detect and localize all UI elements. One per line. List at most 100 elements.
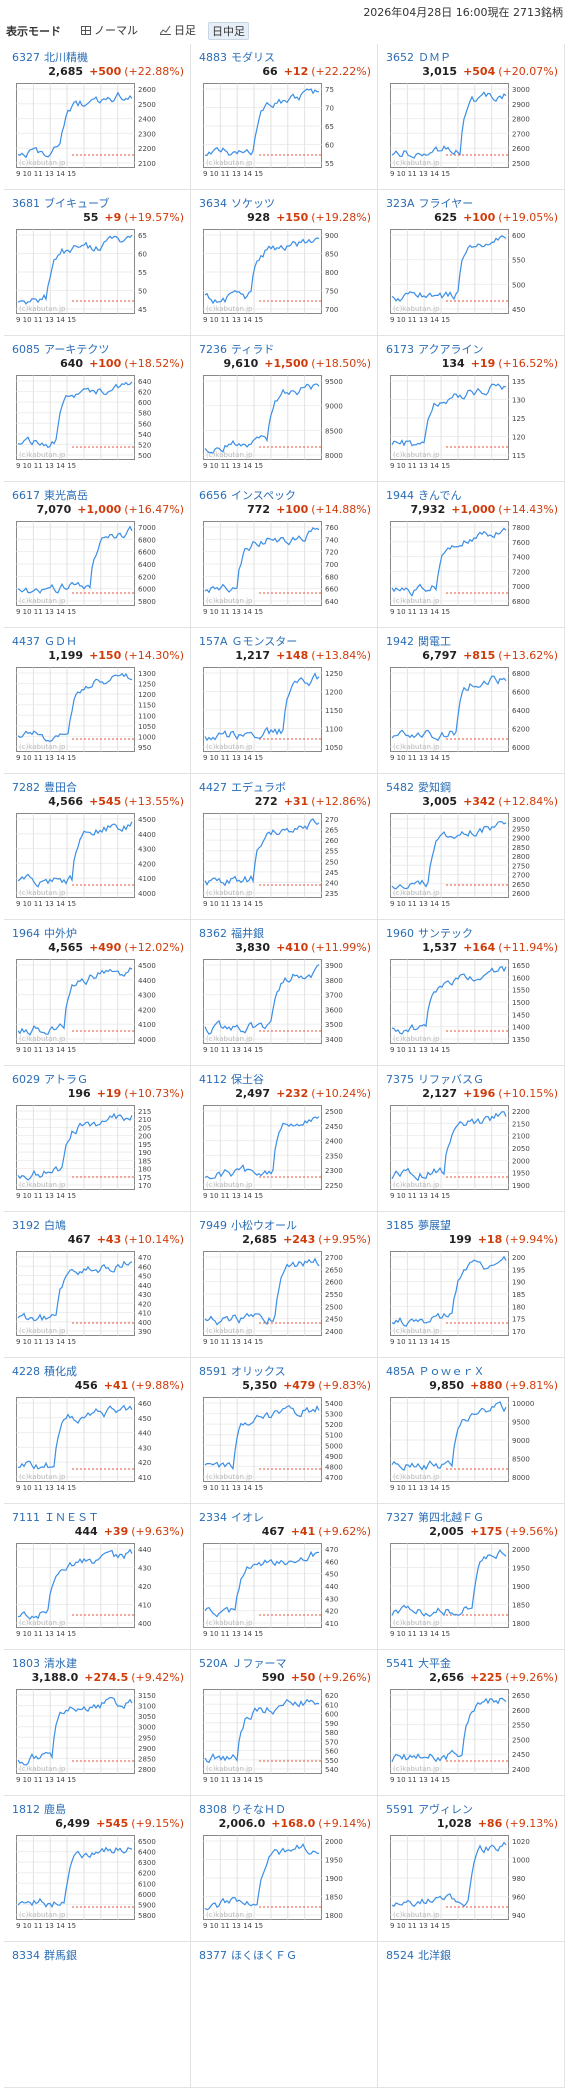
- stock-code-link[interactable]: 3681: [12, 197, 40, 210]
- intraday-chart[interactable]: 3900 3800 3700 3600 3500 3400 (c)kabutan.jp 9 1…: [203, 959, 363, 1057]
- intraday-chart[interactable]: 135 130 125 120 115 (c)kabutan.jp 9 10 11 13 1…: [390, 375, 550, 473]
- stock-name-link[interactable]: 愛知鋼: [418, 781, 451, 794]
- stock-name-link[interactable]: 北川精機: [44, 51, 88, 64]
- stock-name-link[interactable]: 白鳩: [44, 1219, 66, 1232]
- intraday-chart[interactable]: 2700 2650 2600 2550 2500 2450 2400 (c)kabutan.j…: [203, 1251, 363, 1349]
- stock-card[interactable]: 3185 夢展望 199 +18 (+9.94%) 200 195 190 185 180 175 1…: [378, 1212, 565, 1358]
- stock-card[interactable]: 7375 リファバスＧ 2,127 +196 (+10.15%) 2200 2150 2100…: [378, 1066, 565, 1212]
- stock-card[interactable]: 4883 モダリス 66 +12 (+22.22%) 75 70 65 60 55 (c)kabut…: [191, 44, 378, 190]
- stock-name-link[interactable]: アヴィレン: [418, 1803, 473, 1816]
- intraday-chart[interactable]: 1650 1600 1550 1500 1450 1400 1350 (c)kabutan.j…: [390, 959, 550, 1057]
- stock-code-link[interactable]: 8362: [199, 927, 227, 940]
- stock-name-link[interactable]: ほくほくＦＧ: [231, 1949, 297, 1962]
- stock-name-link[interactable]: 福井銀: [231, 927, 264, 940]
- intraday-chart[interactable]: 620 610 600 590 580 570 560 550 540 (c)kabutan.jp…: [203, 1689, 363, 1787]
- stock-code-link[interactable]: 6617: [12, 489, 40, 502]
- stock-name-link[interactable]: 大平金: [418, 1657, 451, 1670]
- mode-intraday-button[interactable]: 日中足: [208, 22, 249, 40]
- stock-code-link[interactable]: 7327: [386, 1511, 414, 1524]
- stock-code-link[interactable]: 6173: [386, 343, 414, 356]
- stock-card[interactable]: 4228 積化成 456 +41 (+9.88%) 460 450 440 430 420 410 (…: [4, 1358, 191, 1504]
- stock-code-link[interactable]: 485A: [386, 1365, 415, 1378]
- stock-code-link[interactable]: 1942: [386, 635, 414, 648]
- intraday-chart[interactable]: 1300 1250 1200 1150 1100 1050 1000 950 (c)kabuta…: [16, 667, 176, 765]
- stock-card[interactable]: 5591 アヴィレン 1,028 +86 (+9.13%) 1020 1000 980 960 9…: [378, 1796, 565, 1942]
- stock-card[interactable]: 1803 清水建 3,188.0 +274.5 (+9.42%) 3150 3100 3050…: [4, 1650, 191, 1796]
- stock-name-link[interactable]: モダリス: [231, 51, 275, 64]
- stock-card[interactable]: 1964 中外炉 4,565 +490 (+12.02%) 4500 4400 4300 420…: [4, 920, 191, 1066]
- intraday-chart[interactable]: 3000 2900 2800 2700 2600 2500 (c)kabutan.jp 9 1…: [390, 83, 550, 181]
- stock-code-link[interactable]: 7282: [12, 781, 40, 794]
- stock-code-link[interactable]: 8308: [199, 1803, 227, 1816]
- stock-code-link[interactable]: 4427: [199, 781, 227, 794]
- stock-code-link[interactable]: 3652: [386, 51, 414, 64]
- intraday-chart[interactable]: 460 450 440 430 420 410 (c)kabutan.jp 9 10 11 1…: [16, 1397, 176, 1495]
- stock-name-link[interactable]: Ｇモンスター: [231, 635, 298, 648]
- stock-code-link[interactable]: 8591: [199, 1365, 227, 1378]
- intraday-chart[interactable]: 600 550 500 450 (c)kabutan.jp 9 10 11 13 14 1…: [390, 229, 550, 327]
- stock-code-link[interactable]: 520A: [199, 1657, 228, 1670]
- stock-code-link[interactable]: 4883: [199, 51, 227, 64]
- stock-name-link[interactable]: 小松ウオール: [231, 1219, 297, 1232]
- intraday-chart[interactable]: 6800 6600 6400 6200 6000 (c)kabutan.jp 9 10 11…: [390, 667, 550, 765]
- stock-card[interactable]: 520A Ｊファーマ 590 +50 (+9.26%) 620 610 600 590 580 57…: [191, 1650, 378, 1796]
- stock-name-link[interactable]: ＰｏｗｅｒＸ: [418, 1365, 485, 1378]
- intraday-chart[interactable]: 4500 4400 4300 4200 4100 4000 (c)kabutan.jp 9 1…: [16, 959, 176, 1057]
- stock-name-link[interactable]: ＩＮＥＳＴ: [44, 1511, 99, 1524]
- intraday-chart[interactable]: 5400 5300 5200 5100 5000 4900 4800 4700 (c)kabut…: [203, 1397, 363, 1495]
- stock-card[interactable]: 8591 オリックス 5,350 +479 (+9.83%) 5400 5300 5200 51…: [191, 1358, 378, 1504]
- intraday-chart[interactable]: 200 195 190 185 180 175 170 (c)kabutan.jp 9 10 1…: [390, 1251, 550, 1349]
- stock-code-link[interactable]: 1944: [386, 489, 414, 502]
- stock-code-link[interactable]: 6656: [199, 489, 227, 502]
- stock-card[interactable]: 7236 ティラド 9,610 +1,500 (+18.50%) 9500 9000 8500…: [191, 336, 378, 482]
- stock-name-link[interactable]: フライヤー: [418, 197, 474, 210]
- stock-code-link[interactable]: 5591: [386, 1803, 414, 1816]
- stock-code-link[interactable]: 2334: [199, 1511, 227, 1524]
- stock-card[interactable]: 5541 大平金 2,656 +225 (+9.26%) 2650 2600 2550 2500…: [378, 1650, 565, 1796]
- stock-name-link[interactable]: エデュラボ: [231, 781, 286, 794]
- mode-normal-button[interactable]: ノーマル: [78, 22, 141, 38]
- stock-card[interactable]: 6173 アクアライン 134 +19 (+16.52%) 135 130 125 120 115…: [378, 336, 565, 482]
- stock-name-link[interactable]: 第四北越ＦＧ: [418, 1511, 484, 1524]
- intraday-chart[interactable]: 2600 2500 2400 2300 2200 2100 (c)kabutan.jp 9 1…: [16, 83, 176, 181]
- stock-card[interactable]: 7327 第四北越ＦＧ 2,005 +175 (+9.56%) 2000 1950 1900 1…: [378, 1504, 565, 1650]
- intraday-chart[interactable]: 1250 1200 1150 1100 1050 (c)kabutan.jp 9 10 11…: [203, 667, 363, 765]
- stock-card[interactable]: 7282 豊田合 4,566 +545 (+13.55%) 4500 4400 4300 420…: [4, 774, 191, 920]
- stock-name-link[interactable]: 北洋銀: [418, 1949, 451, 1962]
- stock-card[interactable]: 6085 アーキテクツ 640 +100 (+18.52%) 640 620 600 580 56…: [4, 336, 191, 482]
- stock-name-link[interactable]: 清水建: [44, 1657, 77, 1670]
- stock-code-link[interactable]: 7111: [12, 1511, 40, 1524]
- intraday-chart[interactable]: 760 740 720 700 680 660 640 (c)kabutan.jp 9 10 1…: [203, 521, 363, 619]
- intraday-chart[interactable]: 9500 9000 8500 8000 (c)kabutan.jp 9 10 11 13 …: [203, 375, 363, 473]
- stock-name-link[interactable]: 群馬銀: [44, 1949, 77, 1962]
- stock-name-link[interactable]: ブイキューブ: [44, 197, 110, 210]
- stock-code-link[interactable]: 5541: [386, 1657, 414, 1670]
- intraday-chart[interactable]: 440 430 420 410 400 (c)kabutan.jp 9 10 11 13 1…: [16, 1543, 176, 1641]
- stock-card[interactable]: 4437 ＧＤＨ 1,199 +150 (+14.30%) 1300 1250 1200 115…: [4, 628, 191, 774]
- stock-code-link[interactable]: 7375: [386, 1073, 414, 1086]
- stock-card[interactable]: 3652 ＤＭＰ 3,015 +504 (+20.07%) 3000 2900 2800 270…: [378, 44, 565, 190]
- stock-card[interactable]: 6327 北川精機 2,685 +500 (+22.88%) 2600 2500 2400 23…: [4, 44, 191, 190]
- stock-name-link[interactable]: リファバスＧ: [418, 1073, 484, 1086]
- stock-code-link[interactable]: 1812: [12, 1803, 40, 1816]
- stock-code-link[interactable]: 4437: [12, 635, 40, 648]
- stock-code-link[interactable]: 3634: [199, 197, 227, 210]
- stock-card[interactable]: 3681 ブイキューブ 55 +9 (+19.57%) 65 60 55 50 45 (c)kabu…: [4, 190, 191, 336]
- stock-name-link[interactable]: アトラＧ: [44, 1073, 88, 1086]
- stock-code-link[interactable]: 8377: [199, 1949, 227, 1962]
- stock-code-link[interactable]: 8334: [12, 1949, 40, 1962]
- stock-card[interactable]: 2334 イオレ 467 +41 (+9.62%) 470 460 450 440 430 420 4…: [191, 1504, 378, 1650]
- stock-name-link[interactable]: ＧＤＨ: [44, 635, 77, 648]
- stock-name-link[interactable]: インスペック: [231, 489, 297, 502]
- stock-code-link[interactable]: 1960: [386, 927, 414, 940]
- stock-card[interactable]: 6029 アトラＧ 196 +19 (+10.73%) 215 210 205 200 195 19…: [4, 1066, 191, 1212]
- stock-name-link[interactable]: 積化成: [44, 1365, 77, 1378]
- intraday-chart[interactable]: 2000 1950 1900 1850 1800 (c)kabutan.jp 9 10 11…: [390, 1543, 550, 1641]
- stock-code-link[interactable]: 8524: [386, 1949, 414, 1962]
- stock-card[interactable]: 6656 インスペック 772 +100 (+14.88%) 760 740 720 700 68…: [191, 482, 378, 628]
- stock-name-link[interactable]: アーキテクツ: [44, 343, 110, 356]
- intraday-chart[interactable]: 640 620 600 580 560 540 520 500 (c)kabutan.jp 9 1…: [16, 375, 176, 473]
- stock-card[interactable]: 5482 愛知鋼 3,005 +342 (+12.84%) 3000 2950 2900 285…: [378, 774, 565, 920]
- stock-code-link[interactable]: 7236: [199, 343, 227, 356]
- stock-name-link[interactable]: 中外炉: [44, 927, 77, 940]
